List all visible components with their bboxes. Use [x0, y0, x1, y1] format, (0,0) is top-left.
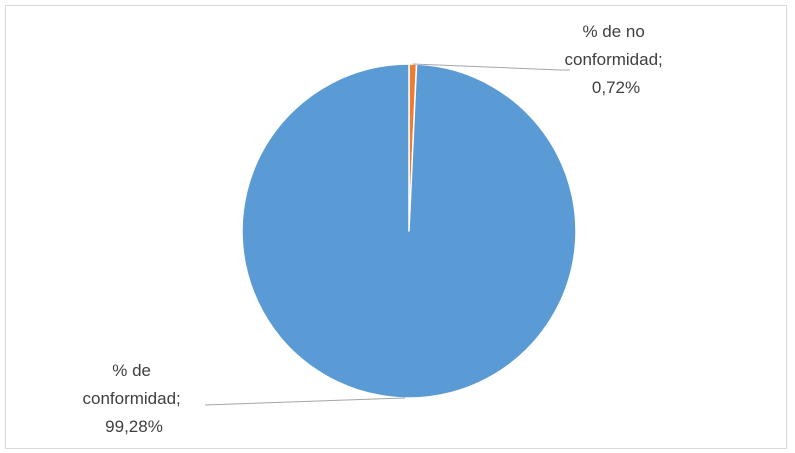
pie-slices — [241, 63, 577, 399]
slice-label-no-conformidad: % de no conformidad; 0,72% — [564, 22, 667, 97]
leader-line — [204, 397, 406, 406]
pie-slice-conformidad — [241, 63, 577, 399]
slice-label-conformidad: % de conformidad; 99,28% — [82, 361, 185, 436]
leader-line — [412, 63, 570, 71]
leader-lines — [204, 63, 570, 406]
